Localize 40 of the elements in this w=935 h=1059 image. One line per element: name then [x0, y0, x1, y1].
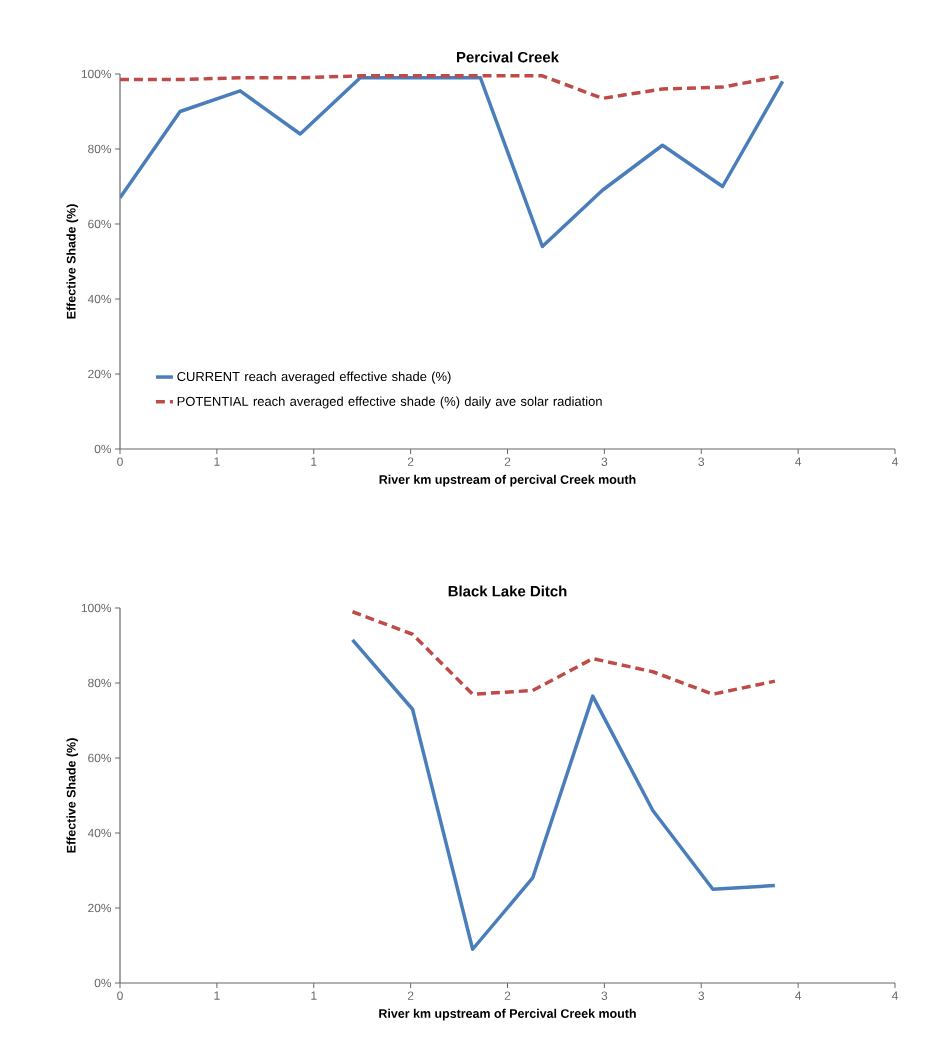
x-tick-label: 3	[698, 457, 705, 466]
chart-title: Black Lake Ditch	[448, 585, 567, 597]
y-tick-label: 0%	[94, 978, 112, 988]
x-tick-label: 4	[795, 991, 802, 1000]
chart-title: Percival Creek	[456, 51, 560, 63]
x-tick-label: 1	[311, 991, 317, 1000]
y-tick-label: 80%	[88, 678, 112, 688]
legend-label: POTENTIAL reach averaged effective shade (%) daily ave solar radiation	[177, 396, 602, 409]
x-tick-label: 4	[891, 457, 898, 466]
x-tick-label: 0	[117, 991, 123, 1000]
y-tick-label: 40%	[87, 828, 112, 838]
y-tick-label: 60%	[88, 753, 112, 763]
y-tick-label: 100%	[81, 69, 112, 79]
x-axis-title: River km upstream of Percival Creek mouth	[379, 1008, 636, 1021]
x-tick-label: 2	[504, 991, 511, 1000]
x-axis-title: River km upstream of percival Creek mouth	[379, 474, 636, 487]
line-series	[350, 638, 777, 951]
x-tick-label: 1	[311, 457, 317, 466]
y-axis-title: Effective Shade (%)	[66, 738, 79, 853]
x-tick-label: 3	[698, 991, 705, 1000]
y-tick-label: 40%	[87, 294, 112, 304]
legend-label: CURRENT reach averaged effective shade (%)	[177, 371, 451, 384]
x-tick-label: 2	[407, 457, 414, 466]
y-tick-label: 60%	[88, 219, 112, 229]
y-tick-label: 20%	[88, 369, 112, 379]
line-series	[350, 610, 777, 696]
x-tick-label: 4	[891, 991, 898, 1000]
y-axis-title: Effective Shade (%)	[66, 204, 79, 319]
x-tick-label: 2	[407, 991, 414, 1000]
x-tick-label: 0	[117, 457, 123, 466]
x-tick-label: 3	[601, 991, 608, 1000]
y-tick-label: 80%	[88, 144, 112, 154]
y-tick-label: 20%	[88, 903, 112, 913]
x-tick-label: 1	[214, 991, 220, 1000]
x-tick-label: 4	[795, 457, 802, 466]
y-tick-label: 0%	[94, 444, 112, 454]
y-tick-label: 100%	[81, 603, 112, 613]
x-tick-label: 2	[504, 457, 511, 466]
x-tick-label: 3	[601, 457, 608, 466]
x-tick-label: 1	[214, 457, 220, 466]
